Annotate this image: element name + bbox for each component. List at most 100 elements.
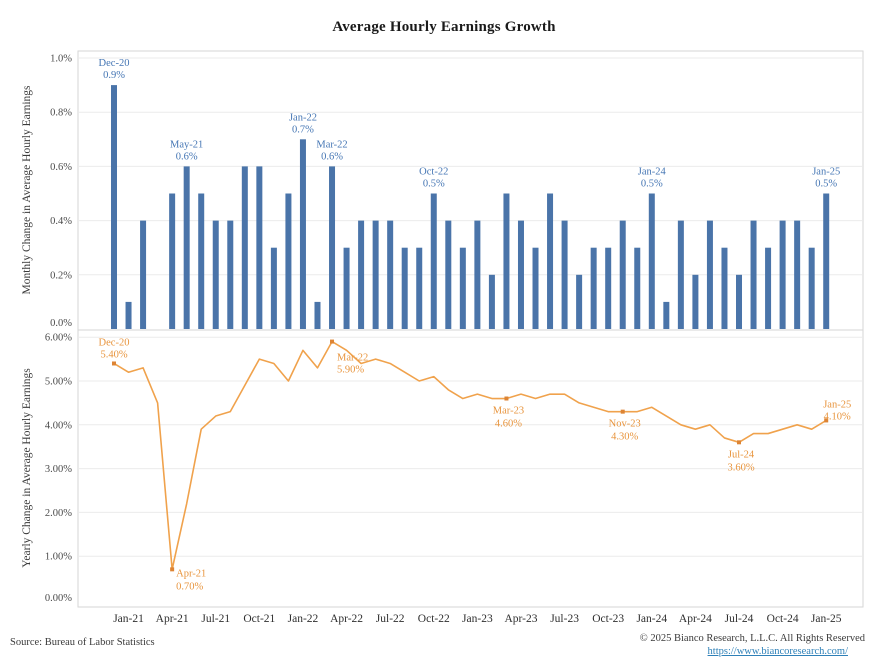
line-annotation-value: 3.60% <box>727 462 754 473</box>
line-annotation-date: Mar-22 <box>337 353 368 364</box>
bar-Oct-21 <box>256 166 263 329</box>
yearly-y-tick-label: 2.00% <box>45 508 72 519</box>
yearly-y-tick-label: 5.00% <box>45 377 72 388</box>
bar-Jul-24 <box>736 274 743 329</box>
bar-annotation-value: 0.6% <box>176 151 198 162</box>
yearly-y-tick-label: 1.00% <box>45 552 72 563</box>
yearly-line-series <box>113 340 827 571</box>
bar-Jun-24 <box>721 247 728 329</box>
bar-Aug-23 <box>576 274 583 329</box>
line-annotation-value: 4.60% <box>495 419 522 430</box>
bar-annotation-value: 0.9% <box>103 70 125 81</box>
copyright-block: © 2025 Bianco Research, L.L.C. All Right… <box>640 633 865 658</box>
bar-Nov-24 <box>794 220 801 329</box>
bar-Dec-24 <box>808 247 815 329</box>
page-title: Average Hourly Earnings Growth <box>332 19 556 35</box>
x-tick-label: Jan-23 <box>462 613 493 625</box>
x-tick-label: Oct-21 <box>243 613 275 625</box>
bar-annotation-date: Jan-25 <box>812 167 840 178</box>
bar-annotation-date: Jan-24 <box>638 167 667 178</box>
monthly-y-tick-label: 0.6% <box>50 162 72 173</box>
monthly-y-tick-label: 0.4% <box>50 216 72 227</box>
bar-Apr-22 <box>343 247 350 329</box>
line-annotation-date: Dec-20 <box>99 337 130 348</box>
bar-annotation-date: Oct-22 <box>419 167 448 178</box>
monthly-y-tick-label: 0.2% <box>50 270 72 281</box>
bar-Oct-24 <box>779 220 786 329</box>
bar-Aug-22 <box>401 247 408 329</box>
bar-Dec-20 <box>111 85 117 329</box>
bar-Jun-22 <box>372 220 379 329</box>
line-annotation-date: Apr-21 <box>176 568 206 579</box>
x-tick-label: Jan-25 <box>811 613 842 625</box>
yearly-axis-title: Yearly Change in Average Hourly Earnings <box>21 368 33 568</box>
x-tick-label: Oct-23 <box>592 613 624 625</box>
bar-Jan-24 <box>648 193 655 329</box>
monthly-y-tick-label: 0.0% <box>50 318 72 329</box>
bar-Sep-21 <box>241 166 248 329</box>
bar-Sep-23 <box>590 247 597 329</box>
x-tick-label: Apr-21 <box>156 613 189 625</box>
source-note: Source: Bureau of Labor Statistics <box>10 637 155 648</box>
bar-Jul-23 <box>561 220 568 329</box>
bar-Feb-22 <box>314 301 321 329</box>
bar-May-24 <box>706 220 713 329</box>
bar-Apr-21 <box>169 193 176 329</box>
bar-Dec-23 <box>634 247 641 329</box>
x-tick-label: Oct-22 <box>418 613 450 625</box>
bar-Jul-21 <box>212 220 219 329</box>
line-marker-Jan-25 <box>824 418 829 423</box>
x-tick-label: Apr-22 <box>330 613 363 625</box>
line-marker-Jul-24 <box>737 440 742 445</box>
bar-Dec-22 <box>459 247 466 329</box>
bar-Apr-24 <box>692 274 699 329</box>
yearly-y-tick-label: 3.00% <box>45 464 72 475</box>
line-marker-Mar-22 <box>330 339 335 344</box>
bar-annotation-value: 0.5% <box>423 179 445 190</box>
line-annotation-date: Jul-24 <box>728 449 755 460</box>
yearly-y-tick-label: 0.00% <box>45 593 72 604</box>
x-tick-label: Apr-23 <box>504 613 537 625</box>
bar-annotation-date: May-21 <box>170 139 203 150</box>
bar-annotation-value: 0.5% <box>641 179 663 190</box>
bar-Aug-24 <box>750 220 757 329</box>
bar-Jan-25 <box>823 193 830 329</box>
bar-Jan-23 <box>474 220 481 329</box>
line-annotation-value: 5.40% <box>100 349 127 360</box>
biancoresearch-link[interactable]: https://www.biancoresearch.com/ <box>707 645 848 657</box>
yearly-y-tick-label: 6.00% <box>45 333 72 344</box>
bar-annotation-value: 0.7% <box>292 124 314 135</box>
bar-annotation-value: 0.5% <box>815 179 837 190</box>
x-tick-label: Jul-22 <box>376 613 405 625</box>
bar-May-22 <box>358 220 365 329</box>
monthly-y-tick-label: 1.0% <box>50 54 72 65</box>
line-marker-Dec-20 <box>112 361 116 366</box>
bar-annotation-date: Dec-20 <box>99 58 130 69</box>
x-tick-label: Jul-23 <box>550 613 579 625</box>
yearly-panel-border <box>77 329 864 608</box>
bar-annotation-date: Mar-22 <box>316 139 347 150</box>
bar-Oct-22 <box>430 193 437 329</box>
bar-Nov-23 <box>619 220 626 329</box>
x-tick-label: Jul-21 <box>201 613 230 625</box>
bar-May-21 <box>183 166 190 329</box>
bar-Feb-21 <box>140 220 147 329</box>
bar-Dec-21 <box>285 193 292 329</box>
bar-Nov-21 <box>270 247 277 329</box>
bar-Sep-22 <box>416 247 423 329</box>
line-annotation-date: Jan-25 <box>823 399 851 410</box>
monthly-panel-border <box>77 50 864 331</box>
line-annotation-date: Nov-23 <box>609 419 641 430</box>
x-tick-label: Jul-24 <box>725 613 754 625</box>
bar-Mar-23 <box>503 193 510 329</box>
yearly-y-tick-label: 4.00% <box>45 420 72 431</box>
bar-May-23 <box>532 247 539 329</box>
x-tick-label: Oct-24 <box>767 613 799 625</box>
line-annotation-date: Mar-23 <box>493 406 524 417</box>
x-tick-label: Jan-21 <box>113 613 144 625</box>
line-marker-Mar-23 <box>504 396 509 401</box>
bar-Feb-24 <box>663 301 670 329</box>
bar-Feb-23 <box>488 274 495 329</box>
